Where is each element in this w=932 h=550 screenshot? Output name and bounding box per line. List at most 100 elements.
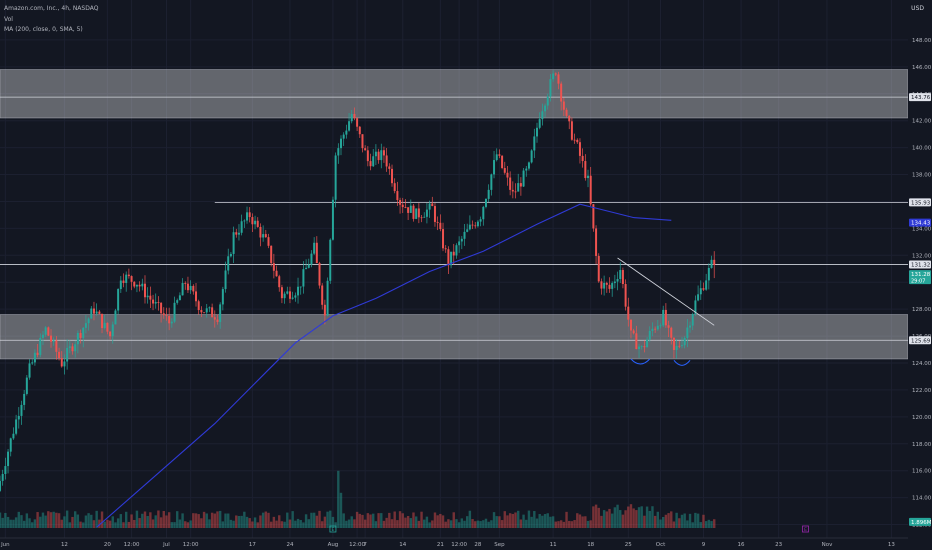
volume-bar <box>425 516 429 528</box>
candle-body <box>95 311 98 314</box>
volume-bar <box>441 515 445 528</box>
volume-bar <box>538 514 541 528</box>
volume-bar <box>151 519 155 528</box>
candle-body <box>243 220 246 222</box>
candle-body <box>565 109 568 116</box>
candle-body <box>4 466 7 475</box>
candle-body <box>186 283 189 291</box>
time-tick-label: 7 <box>363 542 367 548</box>
volume-bar <box>315 515 319 528</box>
candle-body <box>79 333 82 338</box>
time-tick-label: Oct <box>656 542 666 548</box>
volume-bar <box>686 520 689 528</box>
candle-body <box>106 322 109 332</box>
volume-bar <box>377 513 380 528</box>
candle-body <box>321 285 324 305</box>
candle-body <box>595 228 598 256</box>
candle-body <box>686 327 689 339</box>
candle-body <box>227 256 230 271</box>
candle-body <box>74 344 77 352</box>
time-tick-label: Jul <box>162 542 170 548</box>
candle-body <box>369 161 372 167</box>
candle-body <box>608 284 611 289</box>
time-tick-label: Jun <box>0 542 10 548</box>
volume-bar <box>329 510 332 528</box>
candle-body <box>33 352 36 363</box>
volume-bar <box>261 512 265 528</box>
candle-body <box>114 310 117 325</box>
volume-bar <box>232 520 235 528</box>
candle-body <box>200 310 203 313</box>
candle-body <box>530 150 533 163</box>
candle-body <box>286 291 289 294</box>
candle-body <box>391 168 394 184</box>
candle-body <box>522 170 525 187</box>
volume-bar <box>326 511 329 528</box>
candle-body <box>50 335 53 342</box>
volume-bar <box>551 516 555 528</box>
time-tick-label: 11 <box>550 542 557 548</box>
candle-body <box>235 232 238 235</box>
volume-bar <box>667 513 670 528</box>
volume-bar <box>409 518 413 528</box>
candle-body <box>659 325 662 327</box>
volume-bar <box>584 516 587 528</box>
candle-body <box>640 346 643 348</box>
volume-bar <box>302 522 305 528</box>
volume-bar <box>9 519 12 528</box>
volume-bar <box>350 516 353 528</box>
candle-body <box>111 324 114 337</box>
candle-body <box>525 168 528 171</box>
price-label-box <box>909 270 931 285</box>
volume-bar <box>704 521 708 528</box>
price-tick-label: 142.00 <box>912 119 932 125</box>
time-tick-label: 12:00 <box>124 542 140 548</box>
volume-bar <box>597 507 600 528</box>
candle-body <box>92 308 95 314</box>
volume-bar <box>559 520 563 528</box>
volume-bar <box>229 519 233 528</box>
candle-body <box>664 309 667 326</box>
volume-bar <box>404 517 407 528</box>
volume-bar <box>390 519 394 528</box>
candle-body <box>458 241 461 246</box>
volume-bar <box>210 512 214 528</box>
volume-bar <box>420 511 423 528</box>
volume-bar <box>122 522 125 528</box>
volume-bar <box>506 515 509 528</box>
volume-bar <box>65 510 69 528</box>
volume-bar <box>44 515 47 528</box>
candle-body <box>157 302 160 303</box>
volume-bar <box>47 511 50 528</box>
volume-bar <box>186 522 190 528</box>
time-tick-label: 24 <box>286 542 293 548</box>
candle-body <box>103 322 106 329</box>
volume-bar <box>167 512 171 528</box>
candle-body <box>256 220 259 227</box>
volume-bar <box>323 516 327 528</box>
volume-bar <box>304 514 308 528</box>
volume-bar <box>259 515 262 528</box>
volume-bar <box>670 511 673 528</box>
candle-body <box>517 183 520 192</box>
time-tick-label: 16 <box>738 542 745 548</box>
time-tick-label: 12 <box>61 542 68 548</box>
volume-bar <box>95 510 98 528</box>
volume-bar <box>192 513 195 528</box>
candle-body <box>25 377 28 394</box>
candle-body <box>600 281 603 289</box>
volume-bar <box>178 519 182 528</box>
candle-body <box>587 175 590 179</box>
volume-bar <box>135 510 139 528</box>
volume-bar <box>447 519 450 528</box>
price-tick-label: 118.00 <box>912 442 932 448</box>
candle-body <box>154 302 157 304</box>
candle-body <box>589 175 592 205</box>
candle-body <box>707 267 710 281</box>
candle-body <box>616 278 619 282</box>
volume-bar <box>114 522 117 528</box>
candle-body <box>603 282 606 289</box>
double-bottom-arc <box>673 360 691 366</box>
candle-body <box>689 325 692 328</box>
